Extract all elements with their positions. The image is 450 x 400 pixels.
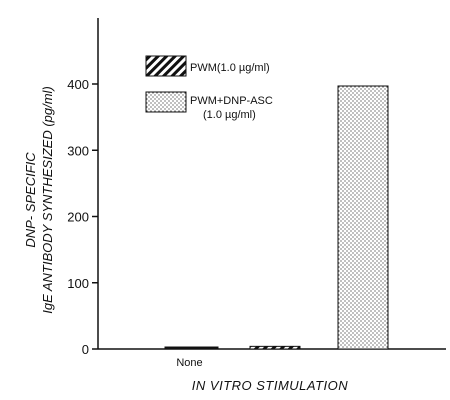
y-axis-title-line2: IgE ANTIBODY SYNTHESIZED (pg/ml): [40, 86, 55, 314]
category-label: None: [176, 357, 202, 369]
legend-label-pwm: PWM(1.0 µg/ml): [190, 62, 270, 74]
y-tick-label: 400: [67, 77, 89, 92]
legend-swatch-hatch: [145, 55, 187, 77]
y-tick-label: 300: [67, 143, 89, 158]
legend: PWM(1.0 µg/ml) PWM+DNP-ASC (1.0 µg/ml): [145, 55, 273, 121]
bar-none: [164, 346, 219, 350]
legend-label-pwm-dnp-asc: PWM+DNP-ASC: [190, 95, 273, 107]
legend-label-pwm-dnp-asc-dose: (1.0 µg/ml): [203, 109, 256, 121]
bar-dots: [337, 85, 389, 350]
y-tick-label: 200: [67, 210, 89, 225]
legend-swatch-dots: [145, 91, 187, 113]
bar-hatch: [249, 345, 301, 350]
y-tick-label: 100: [67, 276, 89, 291]
y-axis-title-line1: DNP- SPECIFIC: [23, 152, 38, 248]
x-axis-title: IN VITRO STIMULATION: [192, 378, 348, 393]
y-tick-label: 0: [82, 342, 89, 357]
